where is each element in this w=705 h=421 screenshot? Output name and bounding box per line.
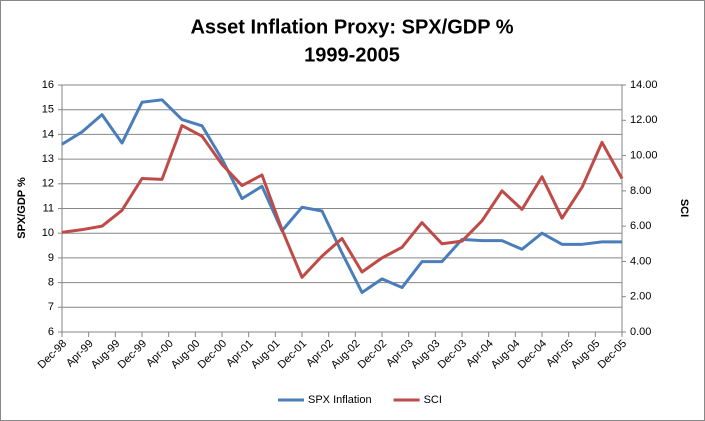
y-tick-label: 10 — [42, 227, 54, 239]
y2-tick-label: 0.00 — [630, 326, 651, 338]
legend-label: SPX Inflation — [308, 394, 372, 406]
y2-tick-label: 8.00 — [630, 185, 651, 197]
series-line — [61, 98, 622, 294]
y2-tick-label: 10.00 — [630, 149, 658, 161]
y-tick-label: 14 — [42, 128, 54, 140]
y-tick-label: 6 — [48, 326, 54, 338]
y2-tick-label: 2.00 — [630, 291, 651, 303]
legend-label: SCI — [424, 394, 442, 406]
y-tick-label: 15 — [42, 104, 54, 116]
y-tick-label: 13 — [42, 153, 54, 165]
chart-title: Asset Inflation Proxy: SPX/GDP % — [190, 16, 513, 38]
y-tick-label: 16 — [42, 79, 54, 91]
series-line — [61, 124, 624, 279]
y-tick-label: 12 — [42, 178, 54, 190]
y-tick-label: 7 — [48, 301, 54, 313]
y2-axis-label: SCI — [678, 199, 690, 217]
y2-tick-label: 4.00 — [630, 255, 651, 267]
y-tick-label: 8 — [48, 277, 54, 289]
chart-subtitle: 1999-2005 — [304, 44, 400, 66]
y2-tick-label: 14.00 — [630, 79, 658, 91]
y2-tick-label: 12.00 — [630, 114, 658, 126]
y-tick-label: 9 — [48, 252, 54, 264]
y-axis-label: SPX/GDP % — [16, 177, 28, 239]
y-tick-label: 11 — [43, 202, 54, 214]
y2-tick-label: 6.00 — [630, 220, 651, 232]
